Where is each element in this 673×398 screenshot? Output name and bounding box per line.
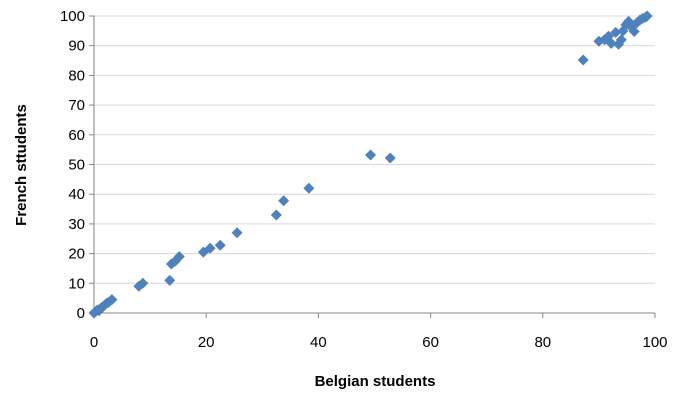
y-tick-label: 50 (68, 157, 85, 174)
x-tick-label: 0 (90, 334, 98, 351)
data-point (270, 209, 282, 221)
data-points (88, 10, 653, 319)
y-tick-label: 90 (68, 38, 85, 55)
data-point (204, 242, 216, 254)
data-point (365, 149, 377, 161)
x-tick-label: 20 (198, 334, 215, 351)
y-tick-label: 80 (68, 67, 85, 84)
x-axis-title: Belgian students (315, 373, 436, 390)
data-point (577, 54, 589, 66)
y-axis-ticks: 0 10 20 30 40 50 60 70 80 90 100 (60, 8, 94, 322)
y-tick-label: 60 (68, 127, 85, 144)
y-tick-label: 10 (68, 275, 85, 292)
x-tick-label: 100 (642, 334, 667, 351)
x-tick-label: 60 (422, 334, 439, 351)
data-point (214, 239, 226, 251)
y-tick-label: 40 (68, 186, 85, 203)
x-tick-label: 40 (310, 334, 327, 351)
x-axis-ticks: 0 20 40 60 80 100 (90, 313, 668, 351)
data-point (628, 25, 640, 37)
data-point (173, 251, 185, 263)
data-point (384, 152, 396, 164)
y-tick-label: 100 (60, 8, 85, 25)
data-point (231, 227, 243, 239)
data-point (106, 294, 118, 306)
data-point (164, 274, 176, 286)
y-tick-label: 0 (77, 305, 85, 322)
gridlines (94, 15, 655, 284)
data-point (615, 34, 627, 46)
x-tick-label: 80 (534, 334, 551, 351)
y-tick-label: 30 (68, 216, 85, 233)
data-point (137, 277, 149, 289)
y-tick-label: 20 (68, 246, 85, 263)
data-point (641, 10, 653, 22)
data-point (303, 182, 315, 194)
data-point (605, 37, 617, 49)
y-axis-title: French sttudents (13, 104, 30, 226)
data-point (610, 26, 622, 38)
y-tick-label: 70 (68, 97, 85, 114)
data-point (278, 195, 290, 207)
